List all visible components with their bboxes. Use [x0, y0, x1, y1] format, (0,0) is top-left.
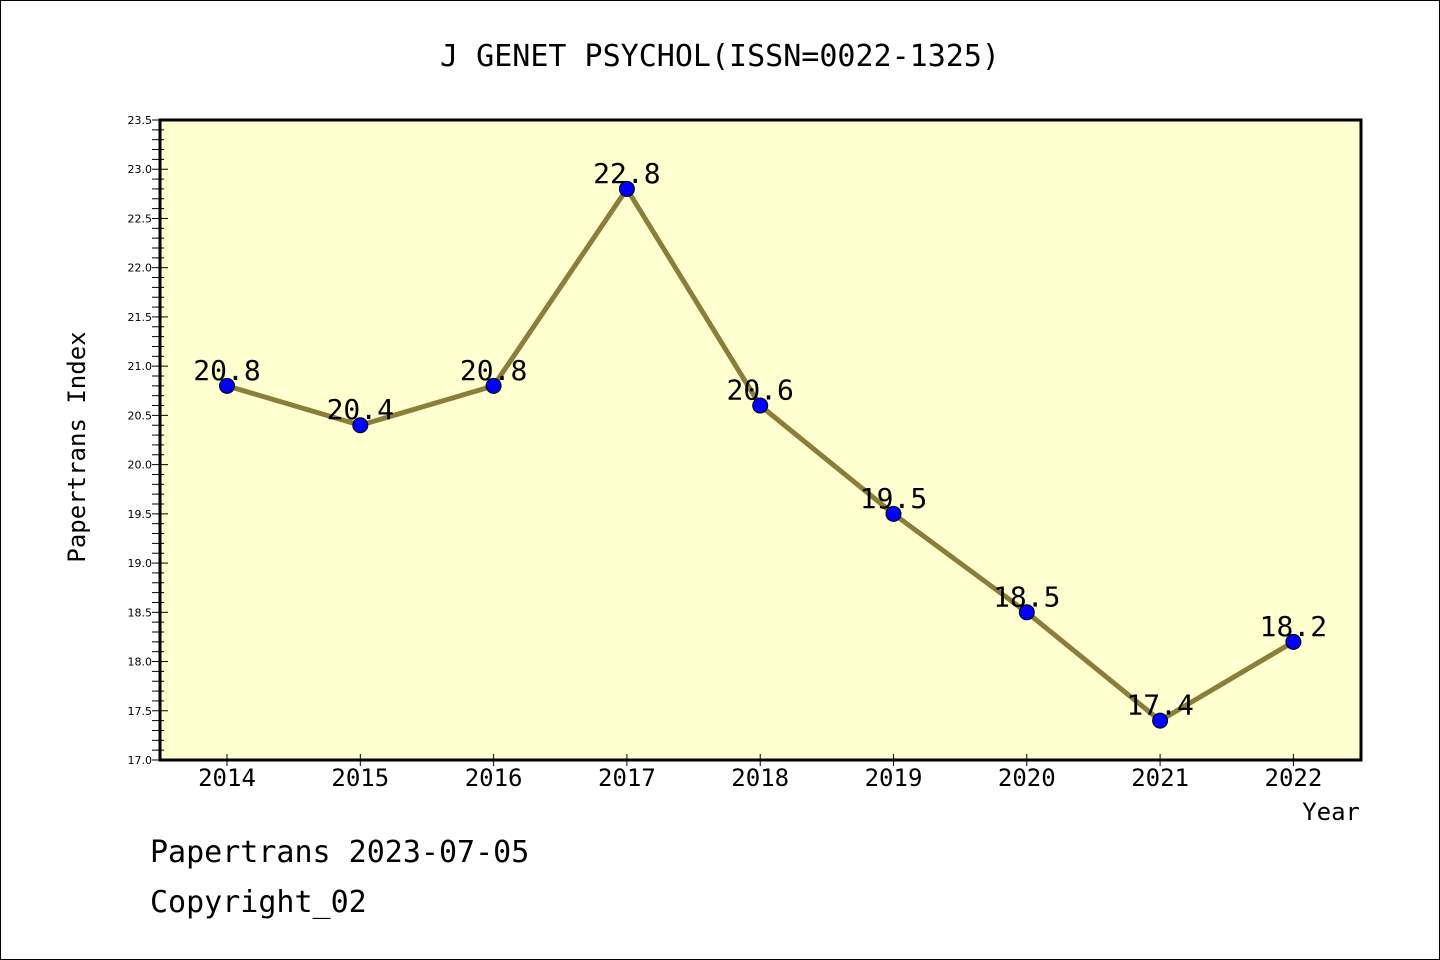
series-layer: 20.8 20.4 20.8 22.8 20.6 19.5 18.5 17.4 18.2: [193, 157, 1327, 729]
plot-area: [158, 118, 1363, 762]
data-label: 18.2: [1260, 610, 1327, 643]
data-point: [1018, 604, 1035, 621]
y-tick-label: 18.5: [128, 606, 153, 619]
y-tick-label: 21.5: [128, 311, 153, 324]
x-tick-label: 2021: [1131, 764, 1189, 792]
data-label: 20.4: [327, 393, 394, 426]
y-axis-ticks: 17.0 17.5 18.0 18.5 19.0 19.5 20.0 20.5 21.0 21.5…: [128, 114, 168, 767]
data-point: [219, 377, 235, 394]
y-tick-label: 18.0: [128, 656, 153, 669]
x-tick-label: 2019: [865, 764, 923, 792]
y-tick-label: 17.5: [128, 705, 153, 718]
x-tick-label: 2014: [198, 764, 256, 792]
data-point: [752, 397, 769, 414]
data-label: 22.8: [593, 157, 660, 190]
y-tick-label: 23.5: [128, 114, 153, 127]
data-point: [485, 377, 502, 394]
x-tick-label: 2018: [731, 764, 789, 792]
data-label: 20.6: [726, 374, 793, 407]
chart-title: J GENET PSYCHOL(ISSN=0022-1325): [440, 39, 1000, 74]
data-label: 19.5: [860, 482, 927, 515]
x-tick-label: 2022: [1265, 764, 1323, 792]
y-axis-label: Papertrans Index: [63, 331, 91, 562]
y-tick-label: 19.5: [128, 508, 153, 521]
data-label: 18.5: [993, 580, 1060, 613]
data-label: 20.8: [193, 354, 260, 387]
x-tick-label: 2017: [598, 764, 656, 792]
x-axis-ticks: 2014 2015 2016 2017 2018 2019 2020 2021 2022: [198, 754, 1322, 792]
x-tick-label: 2020: [998, 764, 1056, 792]
data-point: [1285, 633, 1302, 650]
y-tick-label: 22.0: [128, 262, 153, 275]
y-tick-label: 20.5: [128, 409, 153, 422]
x-axis-label: Year: [1302, 798, 1360, 826]
data-point: [618, 180, 635, 197]
y-tick-label: 23.0: [128, 163, 153, 176]
data-label: 17.4: [1126, 689, 1193, 722]
data-point: [352, 417, 369, 434]
y-tick-label: 20.0: [128, 459, 153, 472]
y-tick-label: 21.0: [128, 360, 153, 373]
y-tick-label: 17.0: [128, 754, 153, 767]
data-point: [885, 505, 902, 522]
y-tick-label: 19.0: [128, 557, 153, 570]
data-label: 20.8: [460, 354, 527, 387]
y-tick-label: 22.5: [128, 212, 153, 225]
data-point: [1152, 712, 1169, 729]
x-tick-label: 2016: [465, 764, 523, 792]
footer-date: Papertrans 2023-07-05: [150, 835, 530, 870]
footer-copyright: Copyright_02: [150, 885, 367, 920]
x-tick-label: 2015: [331, 764, 389, 792]
